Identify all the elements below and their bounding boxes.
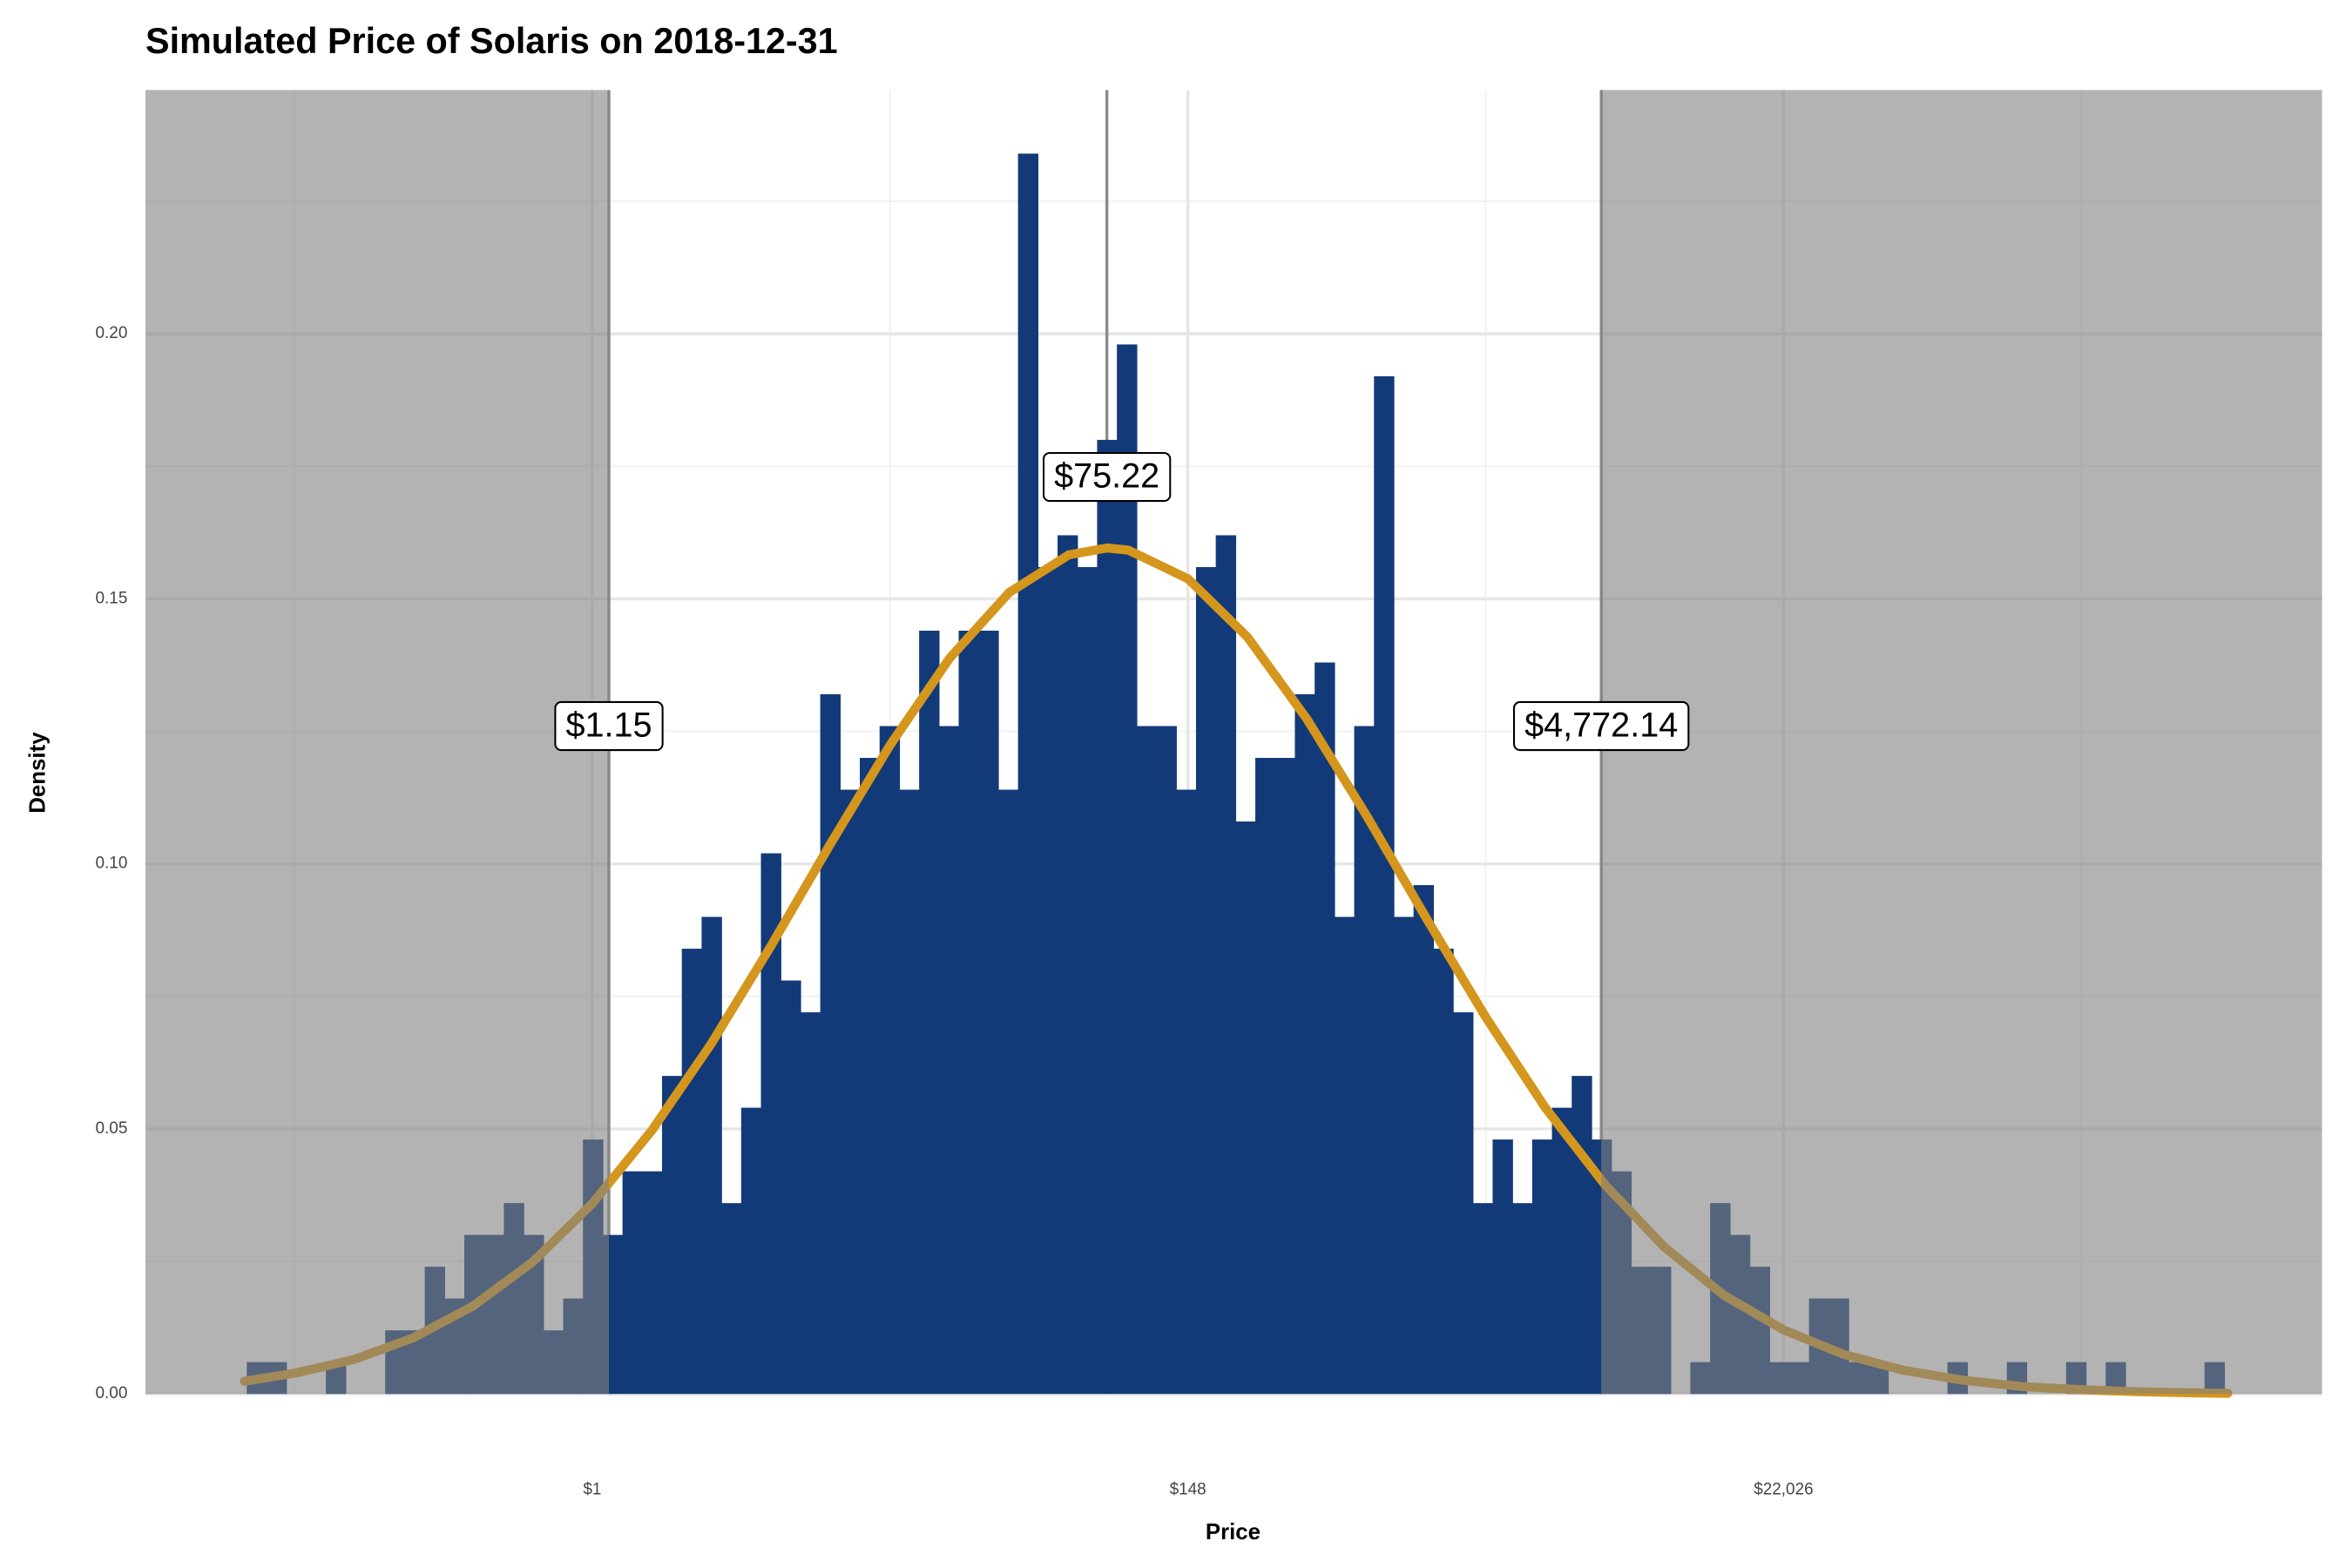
bar (1492, 1139, 1513, 1395)
bar (840, 789, 861, 1395)
y-tick-label: 0.20 (96, 324, 128, 342)
y-tick-label: 0.05 (96, 1119, 128, 1138)
bar (1136, 726, 1158, 1395)
bar (1512, 1203, 1533, 1395)
annotation-label: $1.15 (565, 706, 652, 745)
bar (622, 1171, 643, 1395)
bar (1393, 916, 1415, 1395)
bar (1156, 726, 1177, 1395)
bar (1097, 439, 1118, 1395)
bar (1037, 566, 1058, 1395)
x-tick-label: $148 (1170, 1480, 1206, 1498)
bar (740, 1107, 762, 1395)
bar (1058, 535, 1078, 1395)
bar (1315, 662, 1335, 1395)
bar (1176, 789, 1197, 1395)
y-tick-label: 0.15 (96, 589, 128, 607)
bar (1531, 1139, 1553, 1395)
bar (1215, 535, 1237, 1395)
bar (1551, 1107, 1572, 1395)
y-axis-title: Density (26, 732, 51, 814)
annotation-box (1513, 700, 1690, 752)
bar (1413, 885, 1435, 1395)
bar (1195, 566, 1217, 1395)
bar (781, 980, 801, 1395)
bar (958, 630, 979, 1395)
bar (1235, 821, 1256, 1395)
bar (938, 726, 960, 1395)
x-axis-title: Price (1206, 1520, 1260, 1544)
annotation-box (1042, 451, 1172, 503)
annotation-box (554, 700, 664, 752)
x-tick-label: $1 (583, 1480, 601, 1498)
bar (1433, 949, 1454, 1395)
bar (899, 789, 920, 1395)
shaded-region (1601, 90, 2322, 1395)
bar (1453, 1012, 1474, 1395)
bar (860, 758, 881, 1395)
bar (1117, 344, 1138, 1395)
shaded-region (145, 90, 610, 1395)
bar (800, 1012, 821, 1395)
annotation: $75.22 (1042, 451, 1172, 503)
y-tick-label: 0.10 (96, 855, 128, 873)
bar (1571, 1076, 1592, 1395)
chart-title: Simulated Price of Solaris on 2018-12-31 (145, 21, 838, 61)
annotation-label: $4,772.14 (1524, 706, 1678, 745)
bar (1294, 694, 1315, 1395)
bar (1354, 726, 1375, 1395)
bar (1077, 566, 1098, 1395)
annotation-label: $75.22 (1054, 457, 1159, 496)
bar (997, 789, 1019, 1395)
y-tick-label: 0.00 (96, 1384, 128, 1402)
bar (919, 630, 940, 1395)
bar (1334, 916, 1355, 1395)
bar (879, 726, 901, 1395)
bar (1274, 758, 1296, 1395)
bar (820, 694, 841, 1395)
bar (681, 949, 703, 1395)
bar (978, 630, 999, 1395)
bar (1374, 375, 1395, 1395)
bar (1017, 153, 1039, 1395)
bar (662, 1076, 683, 1395)
bar (760, 853, 781, 1395)
annotation: $1.15 (554, 700, 664, 752)
bar (1472, 1203, 1494, 1395)
bar (1255, 758, 1276, 1395)
bar (701, 916, 722, 1395)
bar (721, 1203, 742, 1395)
x-tick-label: $22,026 (1754, 1480, 1813, 1498)
bar (642, 1171, 663, 1395)
annotation: $4,772.14 (1513, 700, 1690, 752)
